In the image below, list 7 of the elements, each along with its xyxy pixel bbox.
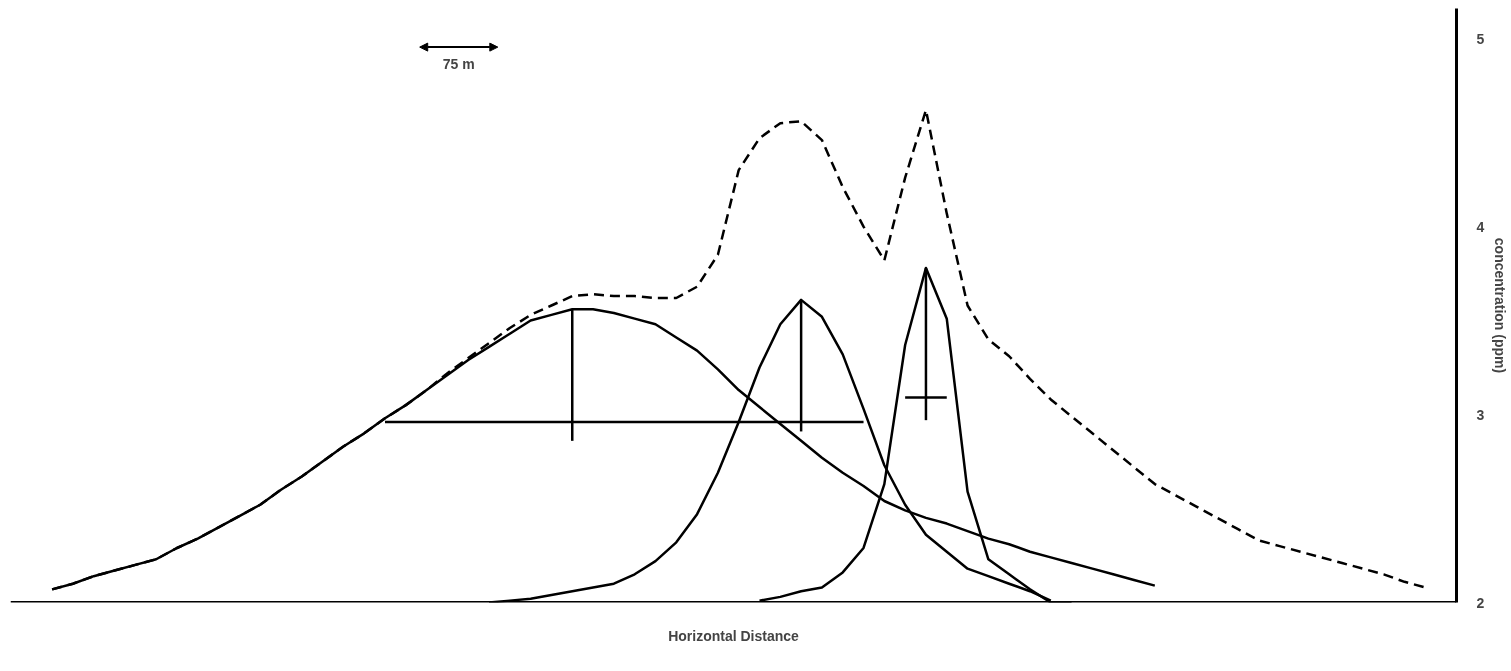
y-tick-label: 3 [1476,406,1485,423]
y-axis-title: concentration (ppm) [1492,237,1509,374]
y-tick-label: 4 [1476,218,1485,235]
annotation: 75 m [442,56,475,73]
x-axis-title: Horizontal Distance [668,627,800,644]
y-tick-label: 2 [1476,594,1485,611]
y-tick-label: 5 [1476,30,1485,47]
